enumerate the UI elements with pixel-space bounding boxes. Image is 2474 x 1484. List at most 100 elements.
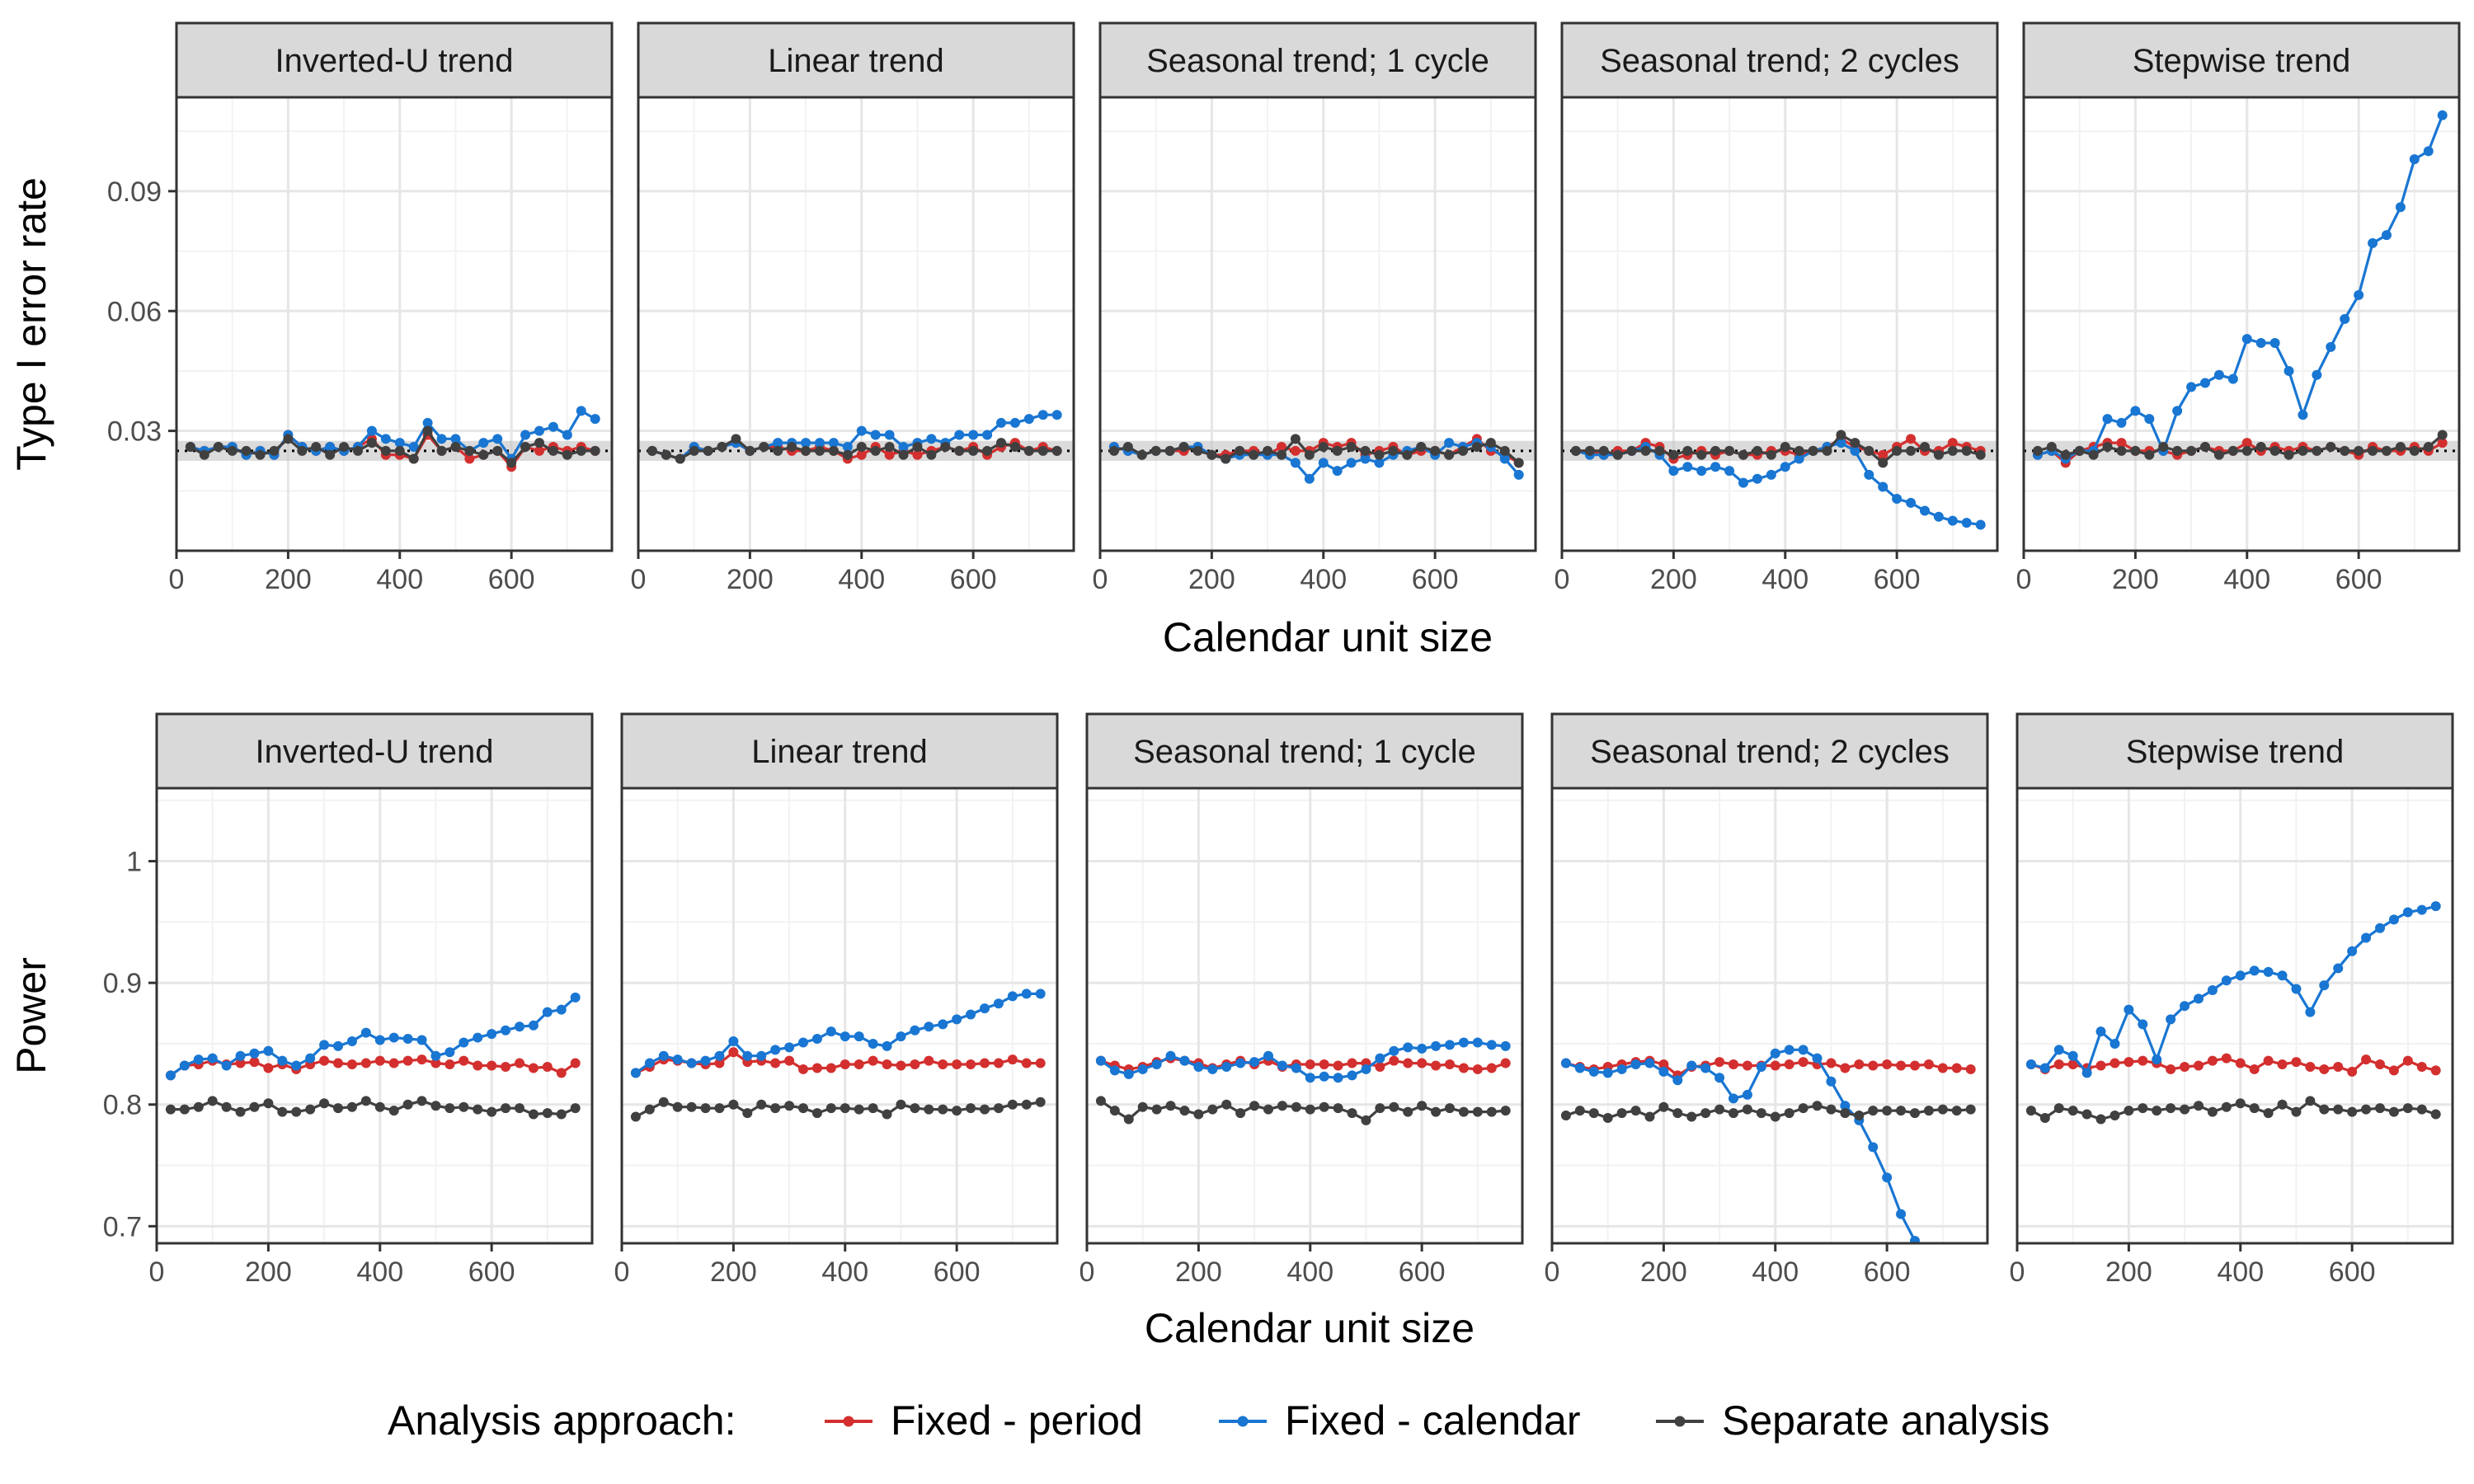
data-point-period [2095, 1060, 2106, 1071]
data-point-separate [235, 1106, 246, 1117]
panel: Seasonal trend; 1 cycle 0 200 400 600 [1093, 21, 1537, 595]
data-point-calendar [968, 430, 979, 440]
x-tick-label: 400 [2217, 1256, 2264, 1288]
data-point-separate [884, 442, 895, 453]
data-point-period [868, 1055, 878, 1066]
data-point-calendar [542, 1007, 553, 1017]
data-point-calendar [2241, 334, 2252, 345]
data-point-calendar [2382, 230, 2392, 241]
data-point-calendar [263, 1045, 274, 1056]
data-point-period [1375, 1061, 1385, 1072]
data-point-separate [1165, 1101, 1176, 1111]
data-point-separate [556, 1109, 567, 1120]
data-point-calendar [473, 1032, 483, 1043]
data-point-calendar [1347, 1070, 1357, 1081]
x-tick-label: 400 [1761, 564, 1808, 595]
data-point-separate [759, 442, 769, 453]
data-point-period [2291, 1057, 2302, 1068]
data-point-period [2166, 1064, 2176, 1074]
data-point-separate [1602, 1112, 1613, 1123]
data-point-separate [2430, 1109, 2441, 1120]
data-point-separate [305, 1104, 316, 1115]
panel: Linear trend 0 200 400 600 [614, 712, 1059, 1288]
data-point-separate [464, 445, 475, 456]
data-point-calendar [952, 1014, 962, 1025]
data-point-separate [1389, 1101, 1399, 1112]
data-point-period [2277, 1059, 2288, 1070]
data-point-period [2124, 1057, 2134, 1068]
data-point-calendar [2319, 980, 2330, 991]
data-point-period [952, 1059, 962, 1070]
data-point-calendar [528, 1020, 539, 1031]
data-point-separate [1616, 1108, 1627, 1119]
strip-background [155, 712, 594, 790]
data-point-separate [1346, 442, 1357, 453]
data-point-separate [1332, 445, 1343, 456]
data-point-separate [283, 434, 294, 444]
data-point-separate [2361, 1104, 2372, 1115]
data-point-separate [542, 1108, 553, 1119]
strip-background [620, 712, 1059, 790]
data-point-period [2347, 1066, 2358, 1077]
data-point-calendar [798, 1037, 808, 1048]
strip-background [637, 21, 1075, 99]
data-point-separate [940, 442, 951, 453]
panel: Stepwise trend 0 200 400 600 [2010, 712, 2454, 1288]
data-point-calendar [882, 1040, 892, 1051]
data-point-separate [2347, 1106, 2358, 1117]
data-point-separate [1277, 1101, 1287, 1111]
data-point-period [2138, 1055, 2148, 1066]
data-point-separate [1445, 1103, 1455, 1114]
data-point-calendar [1910, 1236, 1920, 1243]
data-point-separate [1263, 1104, 1273, 1115]
data-point-calendar [1095, 1055, 1106, 1066]
y-tick-label: 0.03 [107, 416, 162, 448]
data-point-period [910, 1059, 920, 1070]
data-point-separate [1277, 449, 1286, 460]
legend-title: Analysis approach: [388, 1397, 736, 1444]
x-tick-label: 600 [1412, 564, 1459, 595]
data-point-calendar [492, 434, 503, 444]
data-point-separate [1137, 1101, 1148, 1112]
data-point-calendar [1752, 473, 1762, 484]
data-point-calendar [193, 1054, 204, 1065]
x-tick-label: 400 [1300, 564, 1347, 595]
data-point-separate [2416, 1104, 2427, 1115]
data-point-separate [1836, 430, 1846, 440]
data-point-calendar [2172, 406, 2183, 416]
data-point-period [1417, 1058, 1427, 1068]
panel: Seasonal trend; 1 cycle 0 200 400 600 [1079, 712, 1524, 1288]
data-point-calendar [548, 421, 558, 432]
data-point-separate [1402, 449, 1413, 460]
data-point-separate [630, 1111, 641, 1122]
data-point-separate [1122, 442, 1133, 453]
x-tick-label: 400 [821, 1256, 868, 1288]
data-point-period [444, 1059, 455, 1070]
strip-label: Inverted-U trend [255, 734, 493, 770]
data-point-calendar [570, 992, 581, 1003]
data-point-separate [1598, 445, 1609, 456]
panel: Seasonal trend; 2 cycles 0 200 400 600 [1554, 21, 1999, 595]
data-point-period [2305, 1061, 2316, 1072]
strip-background [2015, 712, 2454, 790]
data-point-calendar [1403, 1042, 1413, 1053]
data-point-calendar [1700, 1063, 1711, 1073]
data-point-period [2416, 1061, 2427, 1072]
data-point-calendar [2227, 373, 2238, 384]
data-point-calendar [1742, 1089, 1752, 1100]
data-point-calendar [1714, 1073, 1725, 1083]
strip-background [2022, 21, 2461, 99]
x-tick-label: 200 [1175, 1256, 1222, 1288]
data-point-calendar [1794, 453, 1804, 464]
data-point-calendar [2333, 963, 2344, 974]
data-point-period [1277, 442, 1286, 453]
data-point-separate [689, 445, 699, 456]
data-point-separate [353, 445, 363, 456]
panel: Inverted-U trend 0 200 400 600 0.7 0.8 0.9 1 [103, 712, 594, 1288]
data-point-separate [952, 1106, 962, 1116]
data-point-calendar [993, 998, 1004, 1009]
data-point-separate [2039, 1112, 2050, 1123]
data-point-calendar [1037, 410, 1048, 420]
data-point-separate [319, 1098, 330, 1109]
legend-swatch-point [843, 1416, 854, 1427]
